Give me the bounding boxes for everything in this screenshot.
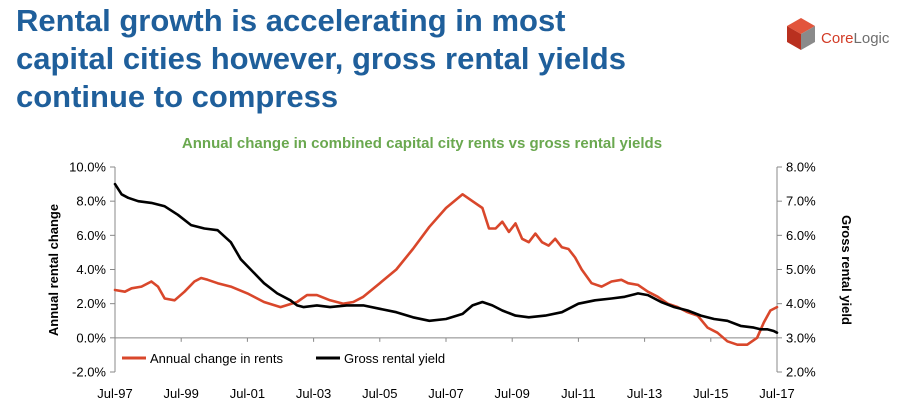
corelogic-logo: CoreLogic	[785, 16, 910, 56]
series-line-gross-rental-yield	[113, 182, 779, 335]
headline-line-3: continue to compress	[16, 79, 339, 114]
y-axis-right-label: Gross rental yield	[839, 215, 854, 325]
x-tick-label: Jul-07	[428, 386, 463, 401]
x-tick-label: Jul-13	[627, 386, 662, 401]
y-right-tick-label: 6.0%	[786, 228, 816, 243]
x-tick-label: Jul-09	[494, 386, 529, 401]
y-right-tick-label: 2.0%	[786, 365, 816, 380]
corelogic-cube-icon	[787, 18, 815, 50]
y-right-tick-label: 8.0%	[786, 160, 816, 175]
y-left-tick-label: 0.0%	[76, 330, 106, 345]
y-right-tick-label: 4.0%	[786, 296, 816, 311]
series-line-annual-change-in-rents	[113, 193, 779, 347]
headline-line-1: Rental growth is accelerating in most	[16, 3, 566, 38]
x-tick-label: Jul-01	[230, 386, 265, 401]
slide-headline: Rental growth is accelerating in most ca…	[16, 2, 736, 116]
y-left-tick-label: 8.0%	[76, 194, 106, 209]
y-right-tick-label: 5.0%	[786, 262, 816, 277]
y-left-tick-label: -2.0%	[72, 365, 106, 380]
y-left-tick-label: 6.0%	[76, 228, 106, 243]
logo-brand-logic: Logic	[853, 30, 890, 47]
logo-brand-core: Core	[821, 30, 854, 47]
y-right-tick-label: 3.0%	[786, 330, 816, 345]
x-tick-label: Jul-15	[693, 386, 728, 401]
x-tick-label: Jul-17	[759, 386, 794, 401]
y-left-tick-label: 4.0%	[76, 262, 106, 277]
x-tick-label: Jul-05	[362, 386, 397, 401]
y-left-tick-label: 2.0%	[76, 296, 106, 311]
y-right-tick-label: 7.0%	[786, 194, 816, 209]
logo-wordmark: CoreLogic	[821, 30, 889, 47]
x-tick-label: Jul-03	[296, 386, 331, 401]
y-left-tick-label: 10.0%	[69, 160, 106, 175]
chart-title: Annual change in combined capital city r…	[182, 135, 662, 152]
legend-label-rents: Annual change in rents	[150, 351, 283, 366]
x-tick-label: Jul-11	[561, 386, 595, 401]
x-tick-label: Jul-99	[163, 386, 198, 401]
legend-label-yield: Gross rental yield	[344, 351, 445, 366]
headline-line-2: capital cities however, gross rental yie…	[16, 41, 626, 76]
y-axis-left-label: Annual rental change	[46, 204, 61, 336]
x-tick-label: Jul-97	[97, 386, 132, 401]
